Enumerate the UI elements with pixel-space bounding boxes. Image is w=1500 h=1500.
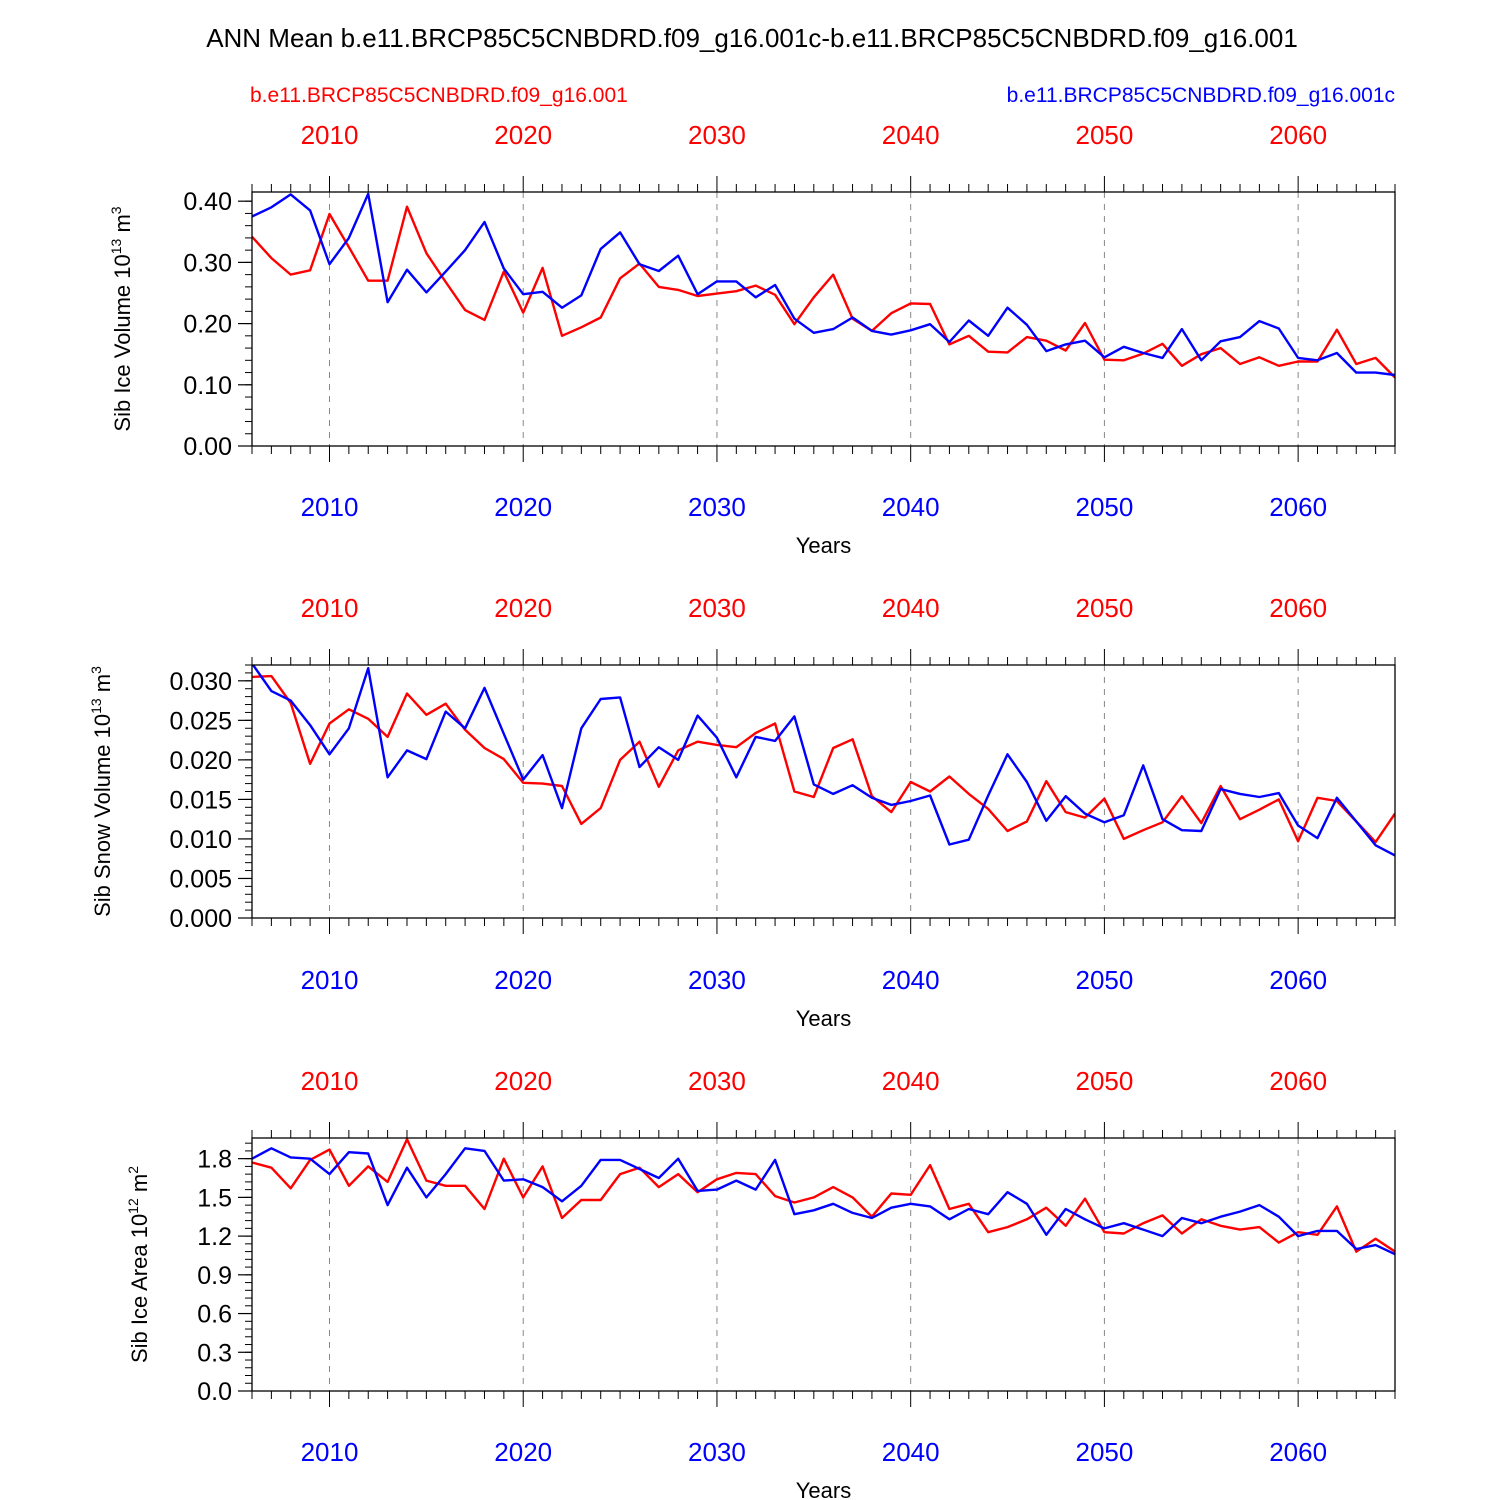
y-tick-label: 0.000 (169, 905, 232, 933)
x-bottom-tick-label: 2010 (301, 492, 359, 522)
plot-frame (251, 191, 1396, 447)
y-tick-label: 0.10 (183, 372, 232, 400)
y-tick-label: 0.015 (169, 786, 232, 814)
panel-3: 0.0 0.3 0.6 0.9 1.2 1.5 1.8 2010 2010 2020 2020 203… (125, 1066, 1396, 1500)
y-axis-label-exponent: 13 (88, 698, 104, 714)
x-bottom-tick-label: 2030 (688, 492, 746, 522)
x-top-tick-label: 2010 (301, 120, 359, 150)
x-bottom-tick-label: 2010 (301, 1437, 359, 1467)
y-axis-label: Sib Ice Area 1012 m2 (125, 1166, 152, 1363)
legend-red-label: b.e11.BRCP85C5CNBDRD.f09_g16.001 (250, 84, 628, 107)
y-tick-label: 0.40 (183, 188, 232, 216)
x-top-tick-label: 2040 (882, 593, 940, 623)
x-bottom-tick-label: 2020 (494, 1437, 552, 1467)
y-axis-label-unit-exponent: 3 (88, 666, 104, 674)
y-axis-label-exponent: 13 (108, 238, 124, 254)
y-axis-label-text: Sib Ice Area 10 (127, 1214, 152, 1363)
series-line-blue (252, 192, 1395, 377)
series-line-red (252, 674, 1395, 844)
x-top-tick-label: 2020 (494, 593, 552, 623)
y-tick-label: 0.3 (197, 1339, 232, 1367)
series-line-blue (252, 1147, 1395, 1256)
y-tick-label: 0.010 (169, 826, 232, 854)
x-top-tick-label: 2060 (1269, 120, 1327, 150)
legend-blue-label: b.e11.BRCP85C5CNBDRD.f09_g16.001c (1007, 84, 1395, 107)
x-bottom-tick-label: 2040 (882, 492, 940, 522)
y-tick-label: 1.5 (197, 1184, 232, 1212)
x-bottom-tick-label: 2050 (1075, 1437, 1133, 1467)
y-axis-label-text: Sib Snow Volume 10 (90, 714, 115, 917)
y-tick-label: 0.005 (169, 865, 232, 893)
panels-group: 0.00 0.10 0.20 0.30 0.40 2010 2010 2020 2020 2030… (88, 120, 1396, 1500)
figure-title: ANN Mean b.e11.BRCP85C5CNBDRD.f09_g16.00… (206, 23, 1298, 53)
panel-1: 0.00 0.10 0.20 0.30 0.40 2010 2010 2020 2020 2030… (108, 120, 1396, 558)
y-tick-label: 0.6 (197, 1301, 232, 1329)
y-tick-label: 1.8 (197, 1146, 232, 1174)
x-axis-label: Years (796, 533, 851, 558)
y-tick-label: 0.9 (197, 1262, 232, 1290)
x-bottom-tick-label: 2040 (882, 1437, 940, 1467)
x-bottom-tick-label: 2060 (1269, 1437, 1327, 1467)
y-tick-label: 0.20 (183, 311, 232, 339)
x-top-tick-label: 2030 (688, 593, 746, 623)
x-top-tick-label: 2020 (494, 1066, 552, 1096)
x-top-tick-label: 2010 (301, 593, 359, 623)
x-top-tick-label: 2050 (1075, 593, 1133, 623)
x-top-tick-label: 2010 (301, 1066, 359, 1096)
x-top-tick-label: 2060 (1269, 1066, 1327, 1096)
x-axis-label: Years (796, 1006, 851, 1031)
x-top-tick-label: 2030 (688, 1066, 746, 1096)
x-bottom-tick-label: 2060 (1269, 965, 1327, 995)
x-top-tick-label: 2030 (688, 120, 746, 150)
x-bottom-tick-label: 2020 (494, 492, 552, 522)
panel-2: 0.000 0.005 0.010 0.015 0.020 0.025 0.030 2010 2… (88, 593, 1396, 1031)
x-top-tick-label: 2040 (882, 1066, 940, 1096)
plot-frame (251, 664, 1396, 919)
y-tick-label: 0.020 (169, 747, 232, 775)
x-bottom-tick-label: 2030 (688, 965, 746, 995)
series-line-blue (252, 665, 1395, 857)
y-axis-label-text: Sib Ice Volume 10 (110, 254, 135, 431)
x-bottom-tick-label: 2020 (494, 965, 552, 995)
y-axis-label-unit-exponent: 3 (108, 206, 124, 214)
x-top-tick-label: 2060 (1269, 593, 1327, 623)
x-top-tick-label: 2020 (494, 120, 552, 150)
y-tick-label: 0.00 (183, 433, 232, 461)
x-top-tick-label: 2050 (1075, 120, 1133, 150)
y-axis-label-unit: m (110, 214, 135, 238)
x-top-tick-label: 2050 (1075, 1066, 1133, 1096)
y-axis-label-unit-exponent: 2 (125, 1166, 141, 1174)
series-line-red (252, 205, 1395, 379)
series-line-red (252, 1138, 1395, 1253)
y-axis-label-exponent: 12 (125, 1198, 141, 1214)
x-bottom-tick-label: 2050 (1075, 965, 1133, 995)
x-axis-label: Years (796, 1478, 851, 1500)
x-bottom-tick-label: 2040 (882, 965, 940, 995)
x-bottom-tick-label: 2030 (688, 1437, 746, 1467)
x-bottom-tick-label: 2050 (1075, 492, 1133, 522)
y-tick-label: 0.030 (169, 668, 232, 696)
y-tick-label: 0.025 (169, 707, 232, 735)
y-tick-label: 0.0 (197, 1378, 232, 1406)
x-bottom-tick-label: 2010 (301, 965, 359, 995)
x-bottom-tick-label: 2060 (1269, 492, 1327, 522)
y-axis-label-unit: m (127, 1174, 152, 1198)
y-tick-label: 1.2 (197, 1223, 232, 1251)
x-top-tick-label: 2040 (882, 120, 940, 150)
y-axis-label: Sib Ice Volume 1013 m3 (108, 206, 135, 431)
y-tick-label: 0.30 (183, 249, 232, 277)
y-axis-label-unit: m (90, 674, 115, 698)
y-axis-label: Sib Snow Volume 1013 m3 (88, 666, 115, 917)
plot-frame (251, 1137, 1396, 1392)
